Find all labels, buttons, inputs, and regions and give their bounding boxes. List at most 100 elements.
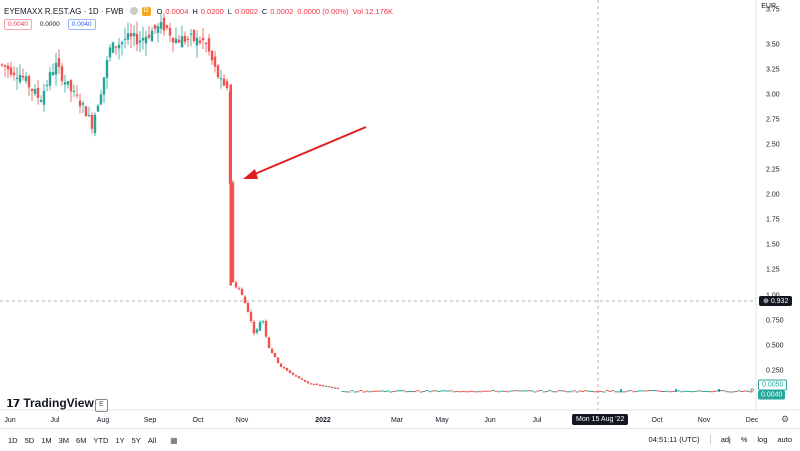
candle-body [87, 114, 91, 116]
candle-spike [620, 389, 622, 392]
candle-body [249, 312, 253, 321]
candle-body [213, 56, 217, 67]
candle-body [216, 65, 220, 78]
candle-body [282, 367, 286, 369]
candle-body [36, 88, 40, 98]
candle-body [33, 89, 37, 94]
candle-body [69, 80, 73, 92]
range-3m[interactable]: 3M [58, 435, 70, 445]
price-tick-label: 1.50 [766, 241, 780, 249]
candle-body [183, 35, 187, 42]
candle-body [99, 94, 103, 105]
range-1m[interactable]: 1M [41, 435, 52, 445]
candle-body [270, 348, 274, 353]
range-6m[interactable]: 6M [76, 435, 87, 445]
market-status-dot [129, 7, 138, 15]
adj-toggle[interactable]: adj [720, 434, 731, 444]
crosshair-price-value: 0.932 [770, 298, 789, 305]
candle-body [156, 26, 160, 33]
candle-body [291, 372, 295, 375]
candle-body [132, 32, 136, 37]
candle-body [324, 385, 328, 387]
calendar-icon[interactable]: ▦ [170, 435, 178, 445]
quote-buttons: 0.0040 0.0000 0.0040 [4, 19, 96, 30]
candle-body [177, 39, 181, 43]
candle-body [66, 81, 70, 85]
candle-body [327, 386, 331, 388]
brand-name: TradingView [23, 396, 94, 410]
candle-body [207, 38, 211, 52]
candle-body [90, 114, 94, 129]
candle-body [195, 37, 199, 46]
percent-toggle[interactable]: % [740, 434, 748, 444]
candle-body [12, 72, 16, 76]
range-1y[interactable]: 1Y [115, 435, 125, 445]
candle-body [60, 66, 64, 82]
change-value: 0.0000 (0.00%) [297, 6, 349, 16]
candle-body [237, 288, 241, 290]
price-tick-label: 2.50 [766, 141, 780, 149]
time-tick-label: Oct [192, 417, 204, 424]
candle-body [63, 82, 67, 85]
candle-body [135, 33, 139, 45]
candle-body [6, 65, 10, 70]
candle-body [300, 378, 304, 380]
tv-logo-icon: 𝟭𝟳 [6, 397, 20, 410]
candle-body [141, 37, 145, 41]
symbol-title[interactable]: EYEMAXX R.EST.AG · 1D · FWB [4, 6, 124, 16]
range-all[interactable]: All [147, 435, 157, 445]
annotation-arrow-head [243, 169, 258, 179]
price-tick-label: 2.00 [766, 191, 780, 199]
candle-body [222, 78, 226, 86]
candle-body [225, 81, 229, 89]
candle-body [306, 381, 310, 384]
candle-body [297, 376, 301, 378]
candle-body [279, 363, 283, 367]
candle-body [18, 74, 22, 83]
buy-button[interactable]: 0.0040 [67, 19, 96, 30]
currency-label[interactable]: EUR [761, 3, 776, 10]
candle-body [174, 38, 178, 43]
range-ytd[interactable]: YTD [93, 435, 109, 445]
price-tick-label: 0.250 [766, 367, 784, 375]
auto-toggle[interactable]: auto [777, 434, 792, 444]
candle-body [252, 321, 256, 334]
range-5d[interactable]: 5D [24, 435, 35, 445]
spread-value: 0.0000 [39, 21, 60, 28]
plus-circle-icon[interactable]: ⊕ [763, 298, 769, 305]
time-tick-label: May [435, 417, 449, 424]
range-5y[interactable]: 5Y [131, 435, 141, 445]
candle-body [186, 38, 190, 40]
time-tick-label: Nov [235, 417, 249, 424]
candle-body [309, 383, 313, 385]
scale-controls: 04:51:11 (UTC) adj % log auto [649, 434, 792, 444]
utc-clock[interactable]: 04:51:11 (UTC) [648, 434, 700, 444]
ohlc-high-value: 0.0200 [200, 6, 224, 16]
candle-body [0, 64, 4, 66]
gear-icon[interactable]: ⚙ [781, 414, 790, 424]
price-tick-label: 1.75 [766, 216, 780, 224]
crosshair-price-tag: ⊕ 0.932 [759, 296, 793, 306]
candle-body [123, 39, 127, 41]
sell-button[interactable]: 0.0040 [4, 19, 32, 30]
candle-body [144, 36, 148, 44]
range-1d[interactable]: 1D [8, 435, 18, 445]
scroll-right-icon[interactable]: » [750, 385, 755, 394]
candle-body [204, 42, 208, 44]
time-tick-label: Jun [4, 417, 16, 424]
annotation-arrow-line [249, 126, 367, 177]
candle-body [201, 37, 205, 41]
tradingview-logo[interactable]: 𝟭𝟳 TradingView [6, 396, 94, 410]
scroll-to-realtime-button[interactable]: E [95, 399, 108, 412]
candle-body [165, 25, 169, 28]
candle-body [159, 21, 163, 29]
price-tick-label: 3.00 [766, 91, 780, 99]
candle-body [27, 76, 31, 88]
candle-body [24, 76, 28, 82]
candle-body [93, 114, 97, 134]
last-price-tag: 0.0040 [758, 390, 786, 400]
prev-price-tag: 0.0050 [758, 379, 788, 391]
candle-body [267, 337, 271, 348]
log-toggle[interactable]: log [757, 434, 768, 444]
